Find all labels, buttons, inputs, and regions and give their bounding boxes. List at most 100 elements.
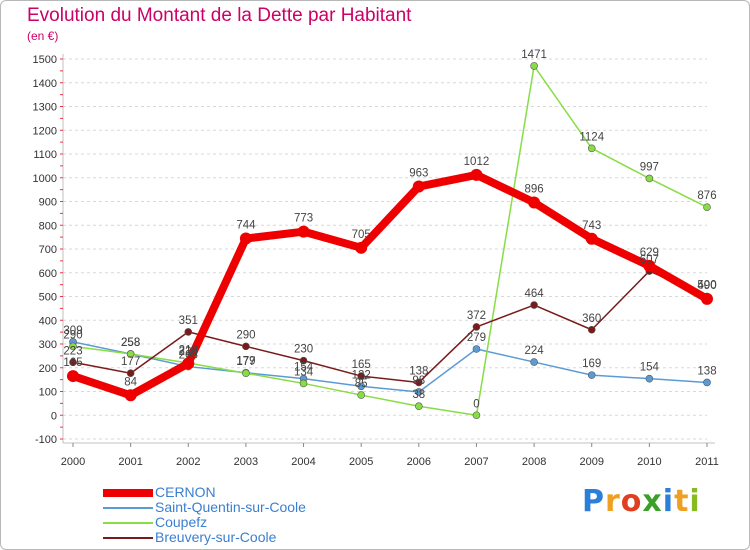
data-point — [297, 225, 310, 238]
data-label: 876 — [697, 190, 716, 202]
data-label: 85 — [355, 378, 368, 390]
data-point — [412, 180, 425, 193]
data-point — [126, 350, 135, 358]
data-point — [587, 371, 596, 379]
data-point — [645, 374, 654, 383]
data-label: 224 — [524, 345, 544, 357]
data-label: 0 — [473, 398, 479, 410]
data-point — [415, 378, 423, 387]
data-label: 220 — [179, 346, 198, 358]
x-tick-label: 2004 — [291, 456, 315, 468]
x-tick-label: 2001 — [118, 456, 142, 468]
y-tick-label: 0 — [51, 410, 57, 422]
data-label: 134 — [294, 366, 314, 378]
y-tick-label: 400 — [39, 315, 57, 327]
legend-swatch-saint-quentin — [103, 507, 153, 509]
y-tick-label: 200 — [39, 363, 57, 375]
data-label: 1471 — [521, 49, 547, 61]
data-point — [470, 168, 483, 181]
data-label: 1124 — [579, 131, 604, 143]
data-label: 1012 — [464, 156, 490, 168]
data-label: 773 — [294, 213, 313, 225]
series-line-0 — [69, 170, 711, 400]
data-point — [182, 357, 195, 370]
data-label: 290 — [236, 329, 255, 341]
data-label: 464 — [524, 288, 544, 300]
data-point — [587, 144, 596, 153]
data-point — [357, 391, 365, 399]
proxiti-logo: Proxiti — [582, 484, 701, 519]
data-label: 38 — [412, 389, 425, 401]
data-point — [472, 323, 481, 331]
chart-title: Evolution du Montant de la Dette par Hab… — [27, 5, 412, 26]
data-point — [701, 292, 713, 305]
y-tick-label: 1500 — [33, 54, 57, 66]
data-point — [242, 342, 250, 351]
x-tick-label: 2000 — [61, 456, 85, 468]
data-label: 372 — [467, 310, 486, 322]
data-label: 177 — [121, 356, 140, 368]
data-label: 138 — [409, 365, 428, 377]
y-tick-label: 1100 — [33, 149, 57, 161]
y-tick-label: 600 — [39, 268, 57, 280]
data-label: 177 — [236, 356, 255, 368]
data-label: 258 — [121, 337, 140, 349]
y-tick-label: 1000 — [33, 173, 57, 185]
legend-label-cernon: CERNON — [155, 484, 216, 500]
data-point — [184, 328, 193, 336]
y-tick-label: 1200 — [33, 125, 57, 137]
y-tick-label: 700 — [39, 244, 57, 256]
series-line-1 — [72, 341, 708, 393]
data-point — [126, 369, 135, 378]
data-point — [242, 369, 250, 378]
data-point — [124, 389, 137, 402]
data-point — [299, 356, 308, 365]
y-tick-label: 1400 — [33, 78, 57, 90]
series-line-2 — [72, 65, 708, 416]
x-tick-label: 2007 — [464, 456, 488, 468]
y-tick-label: 900 — [39, 197, 57, 209]
y-tick-label: -100 — [35, 434, 57, 446]
data-point — [585, 232, 598, 245]
data-point — [645, 174, 654, 183]
data-label: 84 — [124, 376, 137, 388]
data-point — [67, 370, 79, 383]
data-label: 98 — [412, 375, 425, 387]
data-point — [530, 358, 538, 366]
data-label: 223 — [63, 345, 82, 357]
data-label: 744 — [236, 220, 256, 232]
data-point — [528, 196, 541, 209]
y-tick-label: 100 — [39, 387, 57, 399]
x-tick-label: 2005 — [349, 456, 373, 468]
legend-label-saint-quentin: Saint-Quentin-sur-Coole — [155, 499, 306, 515]
data-point — [69, 358, 77, 367]
data-point — [415, 388, 423, 396]
data-point — [299, 379, 308, 388]
data-label: 205 — [179, 350, 198, 362]
x-tick-label: 2011 — [695, 456, 719, 468]
data-label: 997 — [640, 161, 659, 173]
data-label: 351 — [179, 315, 198, 327]
data-label: 896 — [524, 183, 543, 195]
data-label: 629 — [640, 247, 659, 259]
x-tick-label: 2002 — [176, 456, 200, 468]
data-point — [643, 259, 656, 272]
data-point — [357, 372, 365, 380]
data-label: 154 — [640, 362, 660, 374]
data-point — [355, 241, 368, 254]
data-point — [472, 411, 481, 420]
data-label: 607 — [640, 254, 659, 266]
data-point — [703, 378, 711, 387]
data-label: 218 — [179, 344, 198, 356]
data-label: 290 — [63, 329, 82, 341]
data-point — [703, 203, 711, 211]
data-label: 138 — [697, 365, 716, 377]
data-label: 309 — [63, 325, 82, 337]
data-point — [239, 232, 252, 245]
data-point — [69, 342, 77, 351]
chart-subtitle: (en €) — [27, 29, 59, 43]
data-label: 705 — [352, 229, 371, 241]
x-tick-label: 2008 — [522, 456, 546, 468]
data-label: 743 — [582, 220, 601, 232]
